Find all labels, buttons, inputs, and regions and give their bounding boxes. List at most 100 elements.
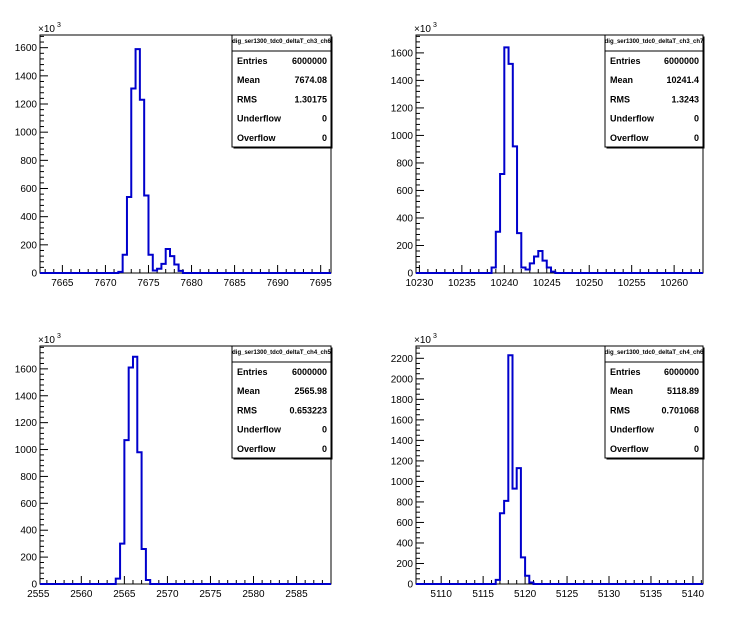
x-tick-label: 7685: [223, 278, 246, 289]
histogram-bin: [129, 368, 133, 584]
histogram-bin: [521, 267, 525, 273]
y-tick-label: 400: [396, 538, 413, 549]
y-tick-label: 200: [20, 240, 37, 251]
histogram-bin: [551, 272, 555, 273]
x-tick-label: 10250: [575, 278, 603, 289]
histogram-bin: [153, 270, 157, 273]
x-tick-label: 7680: [180, 278, 203, 289]
histogram-bin: [525, 576, 529, 584]
x-tick-label: 5110: [430, 589, 452, 600]
histogram-bin: [517, 233, 521, 273]
histogram-bin: [118, 272, 122, 273]
y-multiplier-label: ×10: [414, 335, 431, 346]
histogram-bin: [521, 557, 525, 584]
stats-value: 0: [694, 133, 699, 143]
x-tick-label: 7665: [51, 278, 74, 289]
stats-box-title: dig_ser1300_tdc0_deltaT_ch4_ch6: [605, 350, 704, 356]
histogram-bin: [146, 580, 150, 584]
y-tick-label: 0: [407, 269, 413, 280]
stats-box: [231, 34, 332, 148]
stats-label: Underflow: [237, 114, 282, 124]
histogram-bin: [140, 100, 144, 273]
stats-label: Underflow: [610, 425, 655, 435]
stats-label: Mean: [237, 386, 260, 396]
y-tick-label: 600: [396, 186, 413, 197]
stats-value: 1.3243: [671, 94, 699, 104]
y-tick-label: 0: [31, 269, 37, 280]
histogram-bin: [526, 270, 530, 273]
y-tick-label: 1400: [15, 71, 38, 82]
stats-value: 0: [694, 444, 699, 454]
y-tick-label: 800: [20, 156, 37, 167]
x-tick-label: 5135: [640, 589, 663, 600]
stats-label: Entries: [237, 56, 268, 66]
stats-label: Underflow: [237, 425, 282, 435]
x-tick-label: 10255: [618, 278, 646, 289]
stats-label: Mean: [237, 75, 260, 85]
histogram-bin: [496, 232, 500, 273]
x-tick-label: 10235: [448, 278, 476, 289]
histogram-panel-1: 7665 7670 7675 7680 7685 7690 7695 0 200 400 600 80…: [15, 22, 333, 289]
y-tick-label: 2000: [391, 374, 414, 385]
y-tick-label: 1000: [15, 128, 38, 139]
stats-box: [604, 345, 704, 459]
stats-box-title: dig_ser1300_tdc0_deltaT_ch3_ch6: [232, 39, 331, 45]
x-tick-label: 5115: [472, 589, 494, 600]
histogram-bin: [504, 47, 508, 273]
x-tick-label: 2585: [285, 589, 308, 600]
histogram-bin: [120, 544, 124, 584]
x-tick-label: 2575: [199, 589, 222, 600]
x-tick-label: 2560: [70, 589, 93, 600]
stats-box-title: dig_ser1300_tdc0_deltaT_ch4_ch5: [232, 350, 331, 356]
y-tick-label: 1400: [391, 436, 414, 447]
stats-label: Overflow: [237, 444, 277, 454]
x-tick-label: 5120: [514, 589, 537, 600]
y-tick-label: 400: [396, 213, 413, 224]
y-tick-label: 200: [396, 559, 413, 570]
histogram-bin: [133, 357, 137, 584]
stats-value: 7674.08: [294, 75, 327, 85]
stats-value: 0.701068: [661, 405, 699, 415]
histogram-bin: [538, 251, 542, 273]
histogram-series-line: [416, 354, 703, 585]
x-tick-label: 5140: [682, 589, 705, 600]
histogram-bin: [500, 174, 504, 273]
histogram-bin: [543, 261, 547, 273]
histogram-bin: [547, 267, 551, 273]
y-tick-label: 1200: [15, 100, 38, 111]
y-tick-label: 0: [31, 580, 37, 591]
histogram-bin: [131, 89, 135, 273]
stats-label: Overflow: [237, 133, 277, 143]
y-tick-label: 1400: [15, 391, 38, 402]
histogram-bin: [124, 440, 128, 584]
y-multiplier-exponent: 3: [433, 333, 437, 340]
stats-label: RMS: [237, 405, 257, 415]
stats-value: 0: [694, 114, 699, 124]
histogram-bin: [174, 265, 178, 273]
histogram-bin: [170, 256, 174, 273]
stats-label: Entries: [610, 367, 641, 377]
stats-label: Entries: [237, 367, 268, 377]
x-tick-label: 7670: [94, 278, 117, 289]
histogram-bin: [529, 582, 533, 584]
histogram-bin: [517, 468, 521, 584]
stats-label: RMS: [610, 405, 630, 415]
stats-value: 0: [322, 133, 327, 143]
stats-value: 6000000: [292, 56, 327, 66]
y-tick-label: 1000: [391, 131, 414, 142]
x-tick-label: 2565: [113, 589, 136, 600]
y-tick-label: 1600: [15, 364, 38, 375]
y-tick-label: 1600: [15, 43, 38, 54]
stats-box: [604, 34, 704, 148]
stats-value: 6000000: [664, 367, 699, 377]
histogram-panel-3: 2555 2560 2565 2570 2575 2580 2585 0 200 400 600 80…: [15, 333, 333, 600]
y-tick-label: 600: [396, 518, 413, 529]
stats-label: RMS: [237, 94, 257, 104]
histogram-bin: [509, 64, 513, 273]
histogram-bin: [157, 269, 161, 273]
x-tick-label: 10245: [533, 278, 561, 289]
y-multiplier-exponent: 3: [57, 333, 61, 340]
y-tick-label: 1600: [391, 415, 414, 426]
stats-value: 6000000: [292, 367, 327, 377]
x-tick-label: 10240: [490, 278, 518, 289]
